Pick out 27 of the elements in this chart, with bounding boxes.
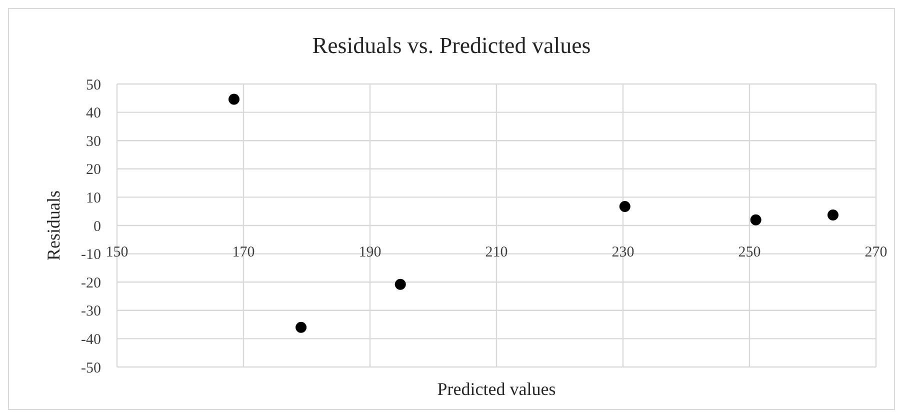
point [228, 94, 240, 105]
y-axis-title: Residuals [43, 190, 64, 260]
chart-title: Residuals vs. Predicted values [311, 33, 592, 59]
x-tick-label: 270 [864, 244, 888, 260]
y-tick-label: -40 [81, 332, 101, 348]
x-tick-label: 150 [106, 244, 128, 260]
x-tick-label: 230 [612, 244, 634, 260]
point [750, 214, 762, 226]
x-tick-label: 190 [358, 244, 382, 260]
y-tick-label: -30 [81, 304, 101, 320]
x-tick-label: 250 [738, 244, 761, 260]
x-axis-title: Predicted values [437, 379, 556, 399]
y-tick-label: 10 [86, 190, 101, 207]
y-tick-label: 20 [86, 162, 101, 178]
point [394, 278, 406, 290]
y-tick-label: 0 [94, 218, 101, 235]
point [619, 201, 630, 212]
y-tick-label: 50 [86, 77, 101, 94]
y-tick-label: -50 [81, 360, 101, 376]
point [827, 210, 838, 221]
y-tick-label: 40 [86, 106, 101, 122]
x-tick-label: 170 [232, 244, 255, 260]
y-tick-label: 30 [86, 134, 101, 150]
x-tick-label: 210 [485, 244, 508, 260]
point [296, 322, 307, 333]
y-tick-label: -10 [81, 247, 101, 264]
y-tick-label: -20 [81, 275, 101, 292]
